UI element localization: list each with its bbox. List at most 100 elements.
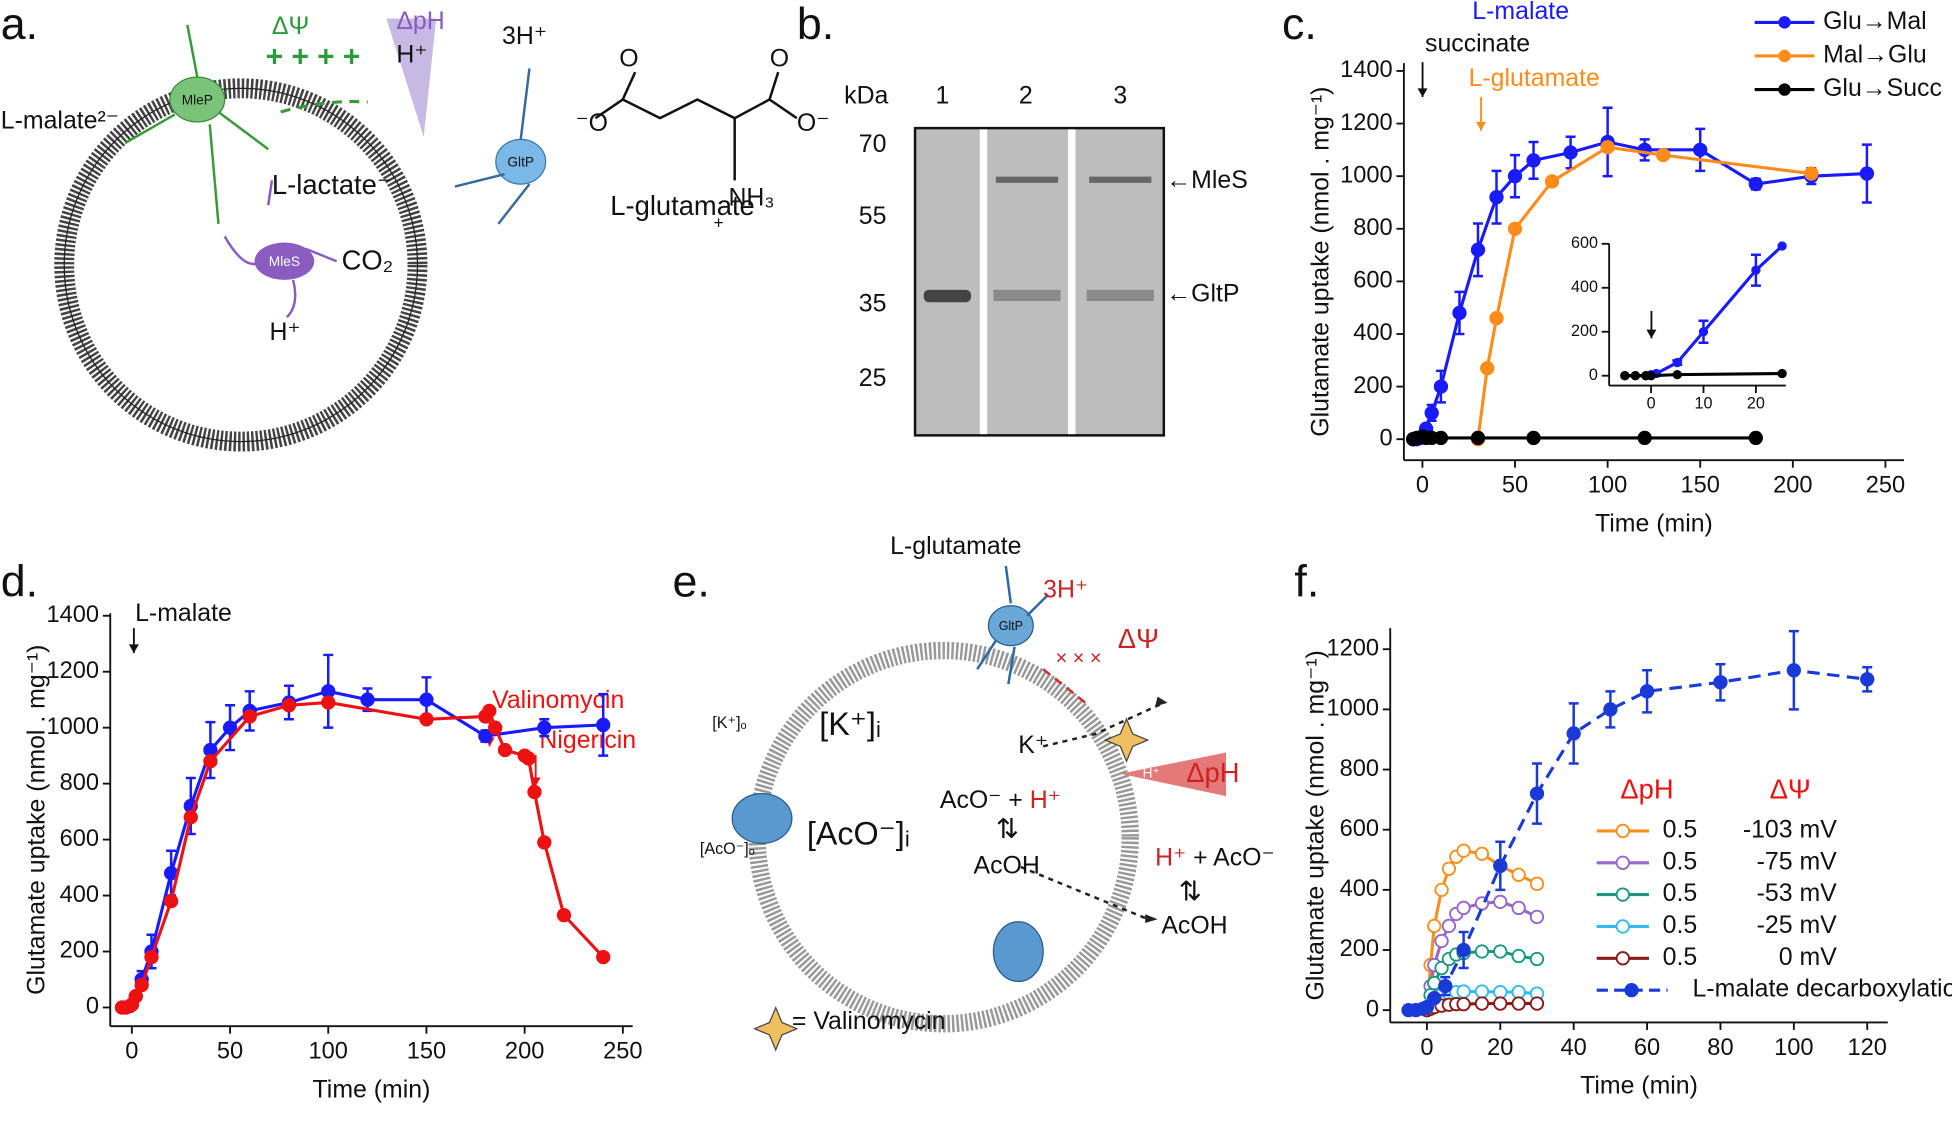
x-axis-label: Time (min) bbox=[313, 1075, 431, 1103]
label: GltP bbox=[999, 619, 1023, 633]
data-point bbox=[419, 712, 434, 727]
y-tick-label: 400 bbox=[1340, 876, 1379, 902]
data-point bbox=[556, 907, 572, 923]
legend-label: 0.5 bbox=[1663, 943, 1698, 971]
y-tick-label: 200 bbox=[1571, 322, 1598, 340]
label: NH₃ bbox=[728, 184, 774, 212]
label: GltP bbox=[507, 155, 534, 170]
label: AcO⁻ + bbox=[940, 786, 1030, 814]
label: O⁻ bbox=[797, 109, 829, 137]
data-point bbox=[1751, 265, 1761, 275]
data-point bbox=[1511, 948, 1526, 964]
valinomycin bbox=[1103, 717, 1150, 763]
data-point bbox=[527, 784, 542, 800]
x-tick-label: 40 bbox=[1561, 1035, 1587, 1061]
data-point bbox=[128, 989, 143, 1004]
data-point bbox=[1600, 140, 1615, 155]
legend-label: L-malate decarboxylation bbox=[1692, 975, 1952, 1003]
series-line bbox=[1412, 434, 1756, 441]
data-point bbox=[1474, 846, 1490, 861]
band bbox=[923, 289, 972, 303]
data-point bbox=[1529, 786, 1545, 801]
x-tick-label: 0 bbox=[1647, 395, 1656, 413]
label: L-glutamate bbox=[890, 532, 1021, 560]
x-tick-label: 100 bbox=[1774, 1035, 1813, 1061]
label: 3H⁺ bbox=[502, 22, 547, 50]
panel-labels: a. b. c. d. e. f. bbox=[1, 0, 1320, 606]
chart: 0 50 100 150 200 2500200400600800100012001400… bbox=[1306, 0, 1942, 537]
x-tick-label: 200 bbox=[505, 1039, 544, 1065]
gltp-arrows bbox=[976, 565, 1050, 685]
label: [K⁺]ᵢ bbox=[819, 706, 881, 742]
panel-label: a. bbox=[1, 0, 38, 49]
series-line bbox=[1408, 668, 1868, 1012]
band bbox=[993, 289, 1061, 302]
symbol: ⇅ bbox=[1179, 875, 1202, 906]
label: MleP bbox=[182, 92, 213, 107]
data-point bbox=[478, 728, 493, 744]
data-point bbox=[1777, 368, 1787, 379]
label: ←GltP bbox=[1166, 279, 1239, 307]
data-point bbox=[1656, 147, 1671, 163]
data-point bbox=[163, 893, 179, 909]
y-tick-label: 400 bbox=[60, 882, 99, 908]
label: H⁺ bbox=[1143, 765, 1160, 780]
label: 2 bbox=[1019, 82, 1033, 110]
x-axis-label: Time (min) bbox=[1595, 509, 1713, 537]
data-point bbox=[1511, 900, 1526, 916]
data-point bbox=[242, 709, 257, 724]
data-point bbox=[1698, 327, 1709, 337]
y-tick-label: 400 bbox=[1353, 320, 1392, 346]
panel-label: c. bbox=[1282, 0, 1317, 49]
y-tick-label: 800 bbox=[60, 770, 99, 796]
label: L-malate²⁻ bbox=[1, 106, 119, 134]
data-point bbox=[1456, 984, 1471, 999]
label: ΔpH bbox=[1186, 757, 1239, 788]
data-point bbox=[360, 692, 375, 707]
legend-marker bbox=[1778, 16, 1791, 29]
data-point bbox=[1434, 882, 1449, 897]
data-point bbox=[488, 720, 503, 735]
label: CO₂ bbox=[342, 245, 394, 276]
data-point bbox=[1474, 944, 1490, 959]
data-point bbox=[1511, 867, 1526, 882]
data-point bbox=[1493, 858, 1508, 873]
data-point bbox=[1620, 371, 1630, 381]
gel bbox=[913, 126, 1166, 437]
data-point bbox=[1433, 379, 1449, 394]
arrow-heads bbox=[1145, 696, 1168, 923]
data-point bbox=[1489, 311, 1504, 326]
data-point bbox=[1693, 142, 1708, 158]
x-tick-label: 250 bbox=[1866, 473, 1905, 499]
series-line bbox=[1624, 244, 1784, 378]
label: AcOH bbox=[974, 852, 1040, 880]
legend-header: ΔpH bbox=[1620, 773, 1673, 804]
arrow-head bbox=[1417, 88, 1428, 98]
valinomycin-key bbox=[752, 1005, 799, 1052]
annotation: Nigericin bbox=[539, 726, 636, 754]
data-point bbox=[419, 692, 434, 707]
series-line bbox=[1413, 140, 1867, 441]
data-point bbox=[1566, 726, 1581, 741]
legend-label: Glu→Succ bbox=[1823, 74, 1942, 102]
data-point bbox=[482, 703, 497, 719]
legend-marker bbox=[1615, 951, 1630, 966]
chart: 0 50 100 150 200 2500200400600800100012001400… bbox=[23, 599, 643, 1103]
label: 70 bbox=[859, 130, 887, 158]
label: = Valinomycin bbox=[792, 1007, 946, 1035]
data-point bbox=[1434, 960, 1449, 976]
legend-marker bbox=[1615, 919, 1630, 934]
data-point bbox=[1438, 978, 1453, 994]
label: H⁺ bbox=[1155, 843, 1186, 871]
x-tick-label: 100 bbox=[309, 1039, 348, 1065]
data-point bbox=[1456, 900, 1471, 916]
transporter bbox=[731, 792, 793, 844]
data-point bbox=[521, 751, 536, 766]
data-point bbox=[1526, 430, 1541, 446]
data-point bbox=[1563, 145, 1578, 160]
y-tick-label: 800 bbox=[1340, 756, 1379, 782]
charge-line bbox=[280, 100, 368, 114]
ph-wedge bbox=[386, 18, 437, 137]
data-point bbox=[1424, 405, 1439, 421]
